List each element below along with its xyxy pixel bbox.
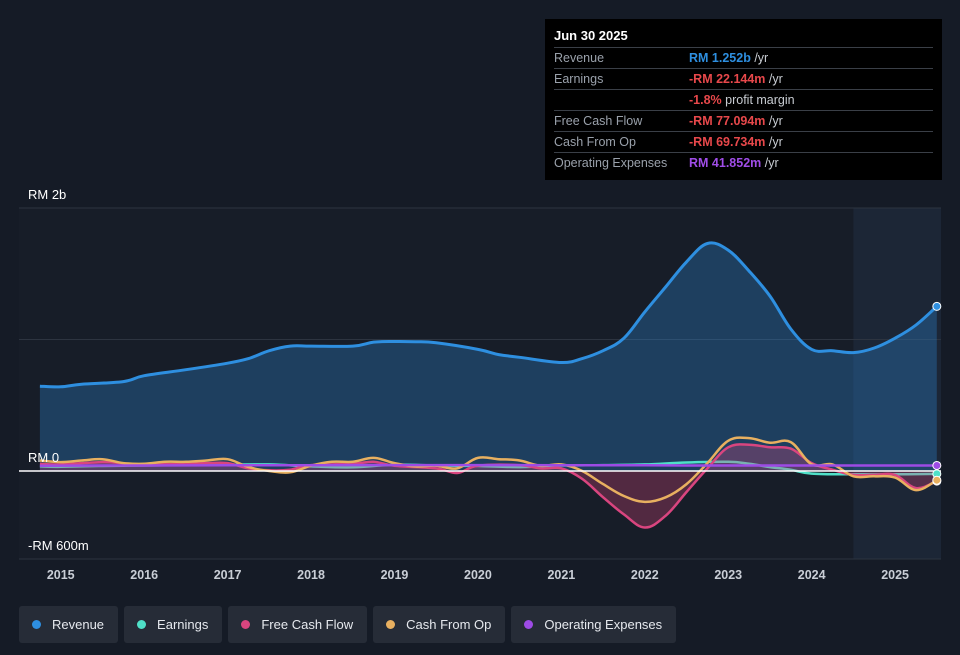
tooltip-row-label: Earnings [554,72,604,86]
legend-label: Cash From Op [406,617,492,632]
revenue-area [39,242,937,471]
x-tick-label: 2019 [381,568,409,582]
chart-tooltip: Jun 30 2025 Revenue RM 1.252b /yr Earnings… [545,19,942,180]
x-tick-label: 2024 [798,568,826,582]
tooltip-row: Free Cash Flow -RM 77.094m /yr [554,112,933,132]
tooltip-row-value: -1.8% profit margin [689,93,795,107]
legend-label: Free Cash Flow [261,617,354,632]
legend-item-operating-expenses[interactable]: Operating Expenses [511,606,677,643]
x-tick-label: 2025 [881,568,909,582]
y-tick-label: -RM 600m [28,538,89,553]
tooltip-row-label: Cash From Op [554,135,636,149]
x-tick-label: 2021 [547,568,575,582]
legend-dot-icon [524,620,534,629]
forecast-shade [853,208,941,559]
legend-label: Earnings [157,617,209,632]
x-tick-label: 2017 [214,568,242,582]
legend-item-revenue[interactable]: Revenue [19,606,119,643]
x-tick-label: 2015 [47,568,75,582]
legend-item-earnings[interactable]: Earnings [124,606,223,643]
revenue-end-marker [932,301,942,311]
legend-dot-icon [32,620,41,629]
legend-item-cash-from-op[interactable]: Cash From Op [373,606,506,643]
operating-expenses-end-marker [932,460,942,470]
plot-area [19,208,941,559]
tooltip-row-value: RM 41.852m /yr [689,156,779,170]
tooltip-row-value: -RM 69.734m /yr [689,135,783,149]
tooltip-row-value: -RM 77.094m /yr [689,114,783,128]
chart: RM 2b RM 0 -RM 600m 2015 2016 2017 2018 2019 202… [19,187,942,582]
x-tick-label: 2022 [631,568,659,582]
tooltip-row-label: Free Cash Flow [554,114,643,128]
chart-legend: Revenue Earnings Free Cash Flow Cash From O… [19,606,677,643]
legend-dot-icon [241,620,251,629]
tooltip-row-value: -RM 22.144m /yr [689,72,783,86]
tooltip-row: Cash From Op -RM 69.734m /yr [554,133,933,153]
x-tick-label: 2016 [130,568,158,582]
tooltip-row: Earnings -RM 22.144m /yr [554,70,933,90]
x-tick-label: 2023 [714,568,742,582]
x-tick-label: 2018 [297,568,325,582]
tooltip-row: Revenue RM 1.252b /yr [554,49,933,69]
legend-item-free-cash-flow[interactable]: Free Cash Flow [228,606,368,643]
legend-label: Operating Expenses [544,617,663,632]
x-tick-label: 2020 [464,568,492,582]
cash-from-op-end-marker [932,475,942,485]
operating-expenses-line [39,463,937,467]
legend-label: Revenue [52,617,105,632]
legend-dot-icon [386,620,396,629]
tooltip-row-value: RM 1.252b /yr [689,51,769,65]
y-tick-label: RM 0 [28,450,59,465]
y-tick-label: RM 2b [28,187,66,202]
tooltip-date: Jun 30 2025 [554,25,933,48]
revenue-line [39,241,938,389]
tooltip-row: Operating Expenses RM 41.852m /yr [554,154,933,173]
tooltip-row: -1.8% profit margin [554,91,933,111]
cash-from-op-line [39,436,938,504]
tooltip-row-label [554,91,689,110]
tooltip-row-label: Operating Expenses [554,156,668,170]
tooltip-row-label: Revenue [554,51,605,65]
legend-dot-icon [137,620,147,629]
